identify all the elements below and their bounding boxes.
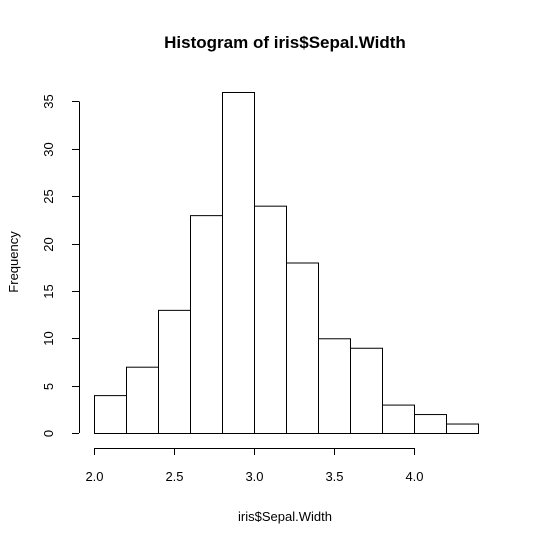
y-tick-label-2: 10 [41, 331, 56, 345]
y-axis-label: Frequency [6, 231, 21, 293]
histogram-bar-6 [286, 262, 319, 434]
x-tick-label-2: 3.0 [245, 469, 263, 484]
histogram-bar-0 [94, 395, 127, 435]
x-axis: 2.0 2.5 3.0 3.5 4.0 [85, 448, 424, 484]
y-tick-label-0: 0 [41, 430, 56, 437]
y-axis: 0 5 10 15 20 25 30 35 [41, 94, 80, 437]
y-tick-label-3: 15 [41, 284, 56, 298]
histogram-bar-9 [382, 404, 415, 435]
x-tick-label-1: 2.5 [165, 469, 183, 484]
histogram-bar-3 [190, 215, 223, 434]
y-tick-label-5: 25 [41, 189, 56, 203]
chart-title: Histogram of iris$Sepal.Width [164, 33, 406, 52]
histogram-bar-1 [126, 366, 159, 435]
x-tick-label-0: 2.0 [85, 469, 103, 484]
histogram-bar-7 [318, 338, 351, 434]
histogram-bar-8 [350, 347, 383, 434]
histogram-bar-2 [158, 309, 191, 434]
histogram-bar-5 [254, 205, 287, 434]
x-axis-label: iris$Sepal.Width [238, 509, 332, 524]
histogram-bar-11 [446, 423, 479, 434]
x-tick-label-4: 4.0 [405, 469, 423, 484]
x-tick-label-3: 3.5 [325, 469, 343, 484]
y-tick-label-6: 30 [41, 142, 56, 156]
histogram-bar-4 [222, 92, 255, 434]
y-tick-label-7: 35 [41, 94, 56, 108]
y-tick-label-1: 5 [41, 383, 56, 390]
histogram-bar-10 [414, 414, 447, 434]
histogram-bars [94, 92, 479, 435]
y-tick-label-4: 20 [41, 237, 56, 251]
